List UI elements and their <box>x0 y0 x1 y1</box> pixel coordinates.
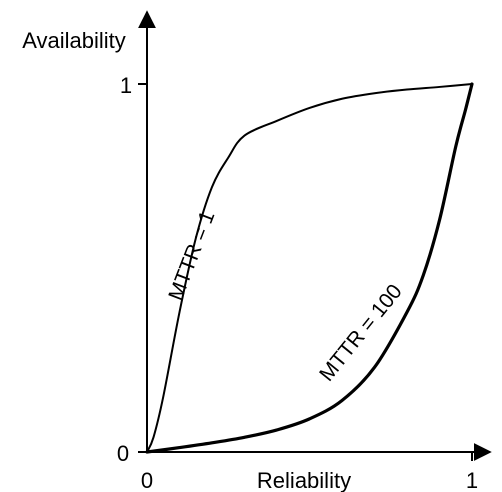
x-tick-label-left: 0 <box>141 468 153 492</box>
series-line-mttr-1 <box>146 83 473 453</box>
x-axis-label: Reliability <box>257 468 351 492</box>
y-axis-label: Availability <box>22 28 126 53</box>
y-tick-label-top: 1 <box>120 73 132 98</box>
series-label-mttr-100: MTTR = 100 <box>315 280 407 386</box>
series-line-mttr-100 <box>145 82 474 454</box>
y-tick-label-bottom: 0 <box>117 441 129 466</box>
x-tick-label-right: 1 <box>466 468 478 492</box>
series-label-mttr-1: MTTR = 1 <box>164 208 219 304</box>
